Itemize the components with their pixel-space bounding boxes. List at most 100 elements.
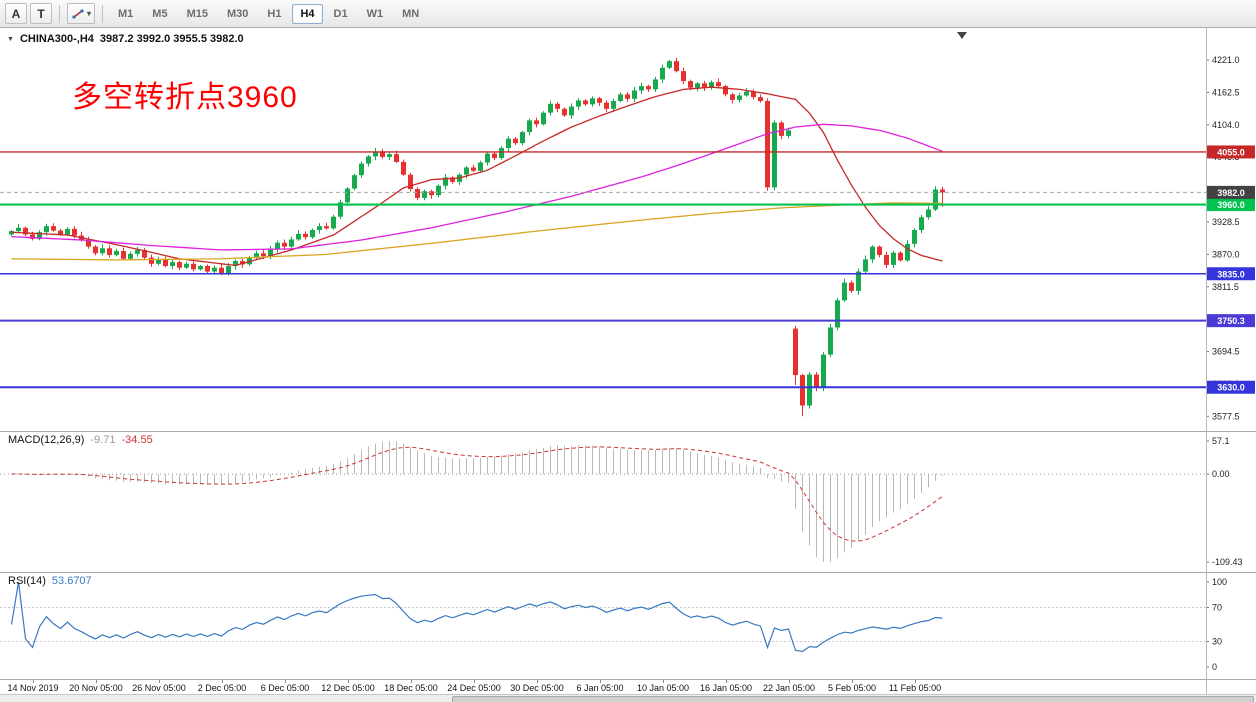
timeframe-button-h1[interactable]: H1 xyxy=(259,4,289,24)
text-tool-button[interactable]: T xyxy=(30,3,52,24)
candle xyxy=(534,117,539,128)
time-label: 6 Jan 05:00 xyxy=(576,683,624,693)
candle xyxy=(513,137,518,145)
macd-pane[interactable]: 57.1 0.00 -109.43 xyxy=(0,431,1256,572)
scrollbar-thumb[interactable] xyxy=(452,696,1254,702)
timeframe-button-m15[interactable]: M15 xyxy=(179,4,216,24)
candle xyxy=(408,172,413,192)
candle xyxy=(16,224,21,234)
timeframe-button-m30[interactable]: M30 xyxy=(219,4,256,24)
candle xyxy=(877,245,882,258)
one-click-trading-arrow[interactable]: ▼ xyxy=(7,35,14,43)
svg-text:4104.0: 4104.0 xyxy=(1212,120,1240,130)
time-tick xyxy=(222,680,223,683)
rsi-line xyxy=(10,581,943,653)
time-label: 2 Dec 05:00 xyxy=(197,683,247,693)
timeframe-button-d1[interactable]: D1 xyxy=(326,4,356,24)
timeframe-button-m5[interactable]: M5 xyxy=(144,4,175,24)
candle xyxy=(730,92,735,104)
candle xyxy=(856,268,861,295)
chart-title: ▼ CHINA300-,H4 3987.2 3992.0 3955.5 3982… xyxy=(7,33,244,45)
svg-text:30: 30 xyxy=(1212,637,1222,647)
candle xyxy=(737,93,742,103)
chart-annotation[interactable]: 多空转折点3960 xyxy=(72,81,298,114)
candle xyxy=(401,159,406,176)
time-axis[interactable]: 14 Nov 2019 20 Nov 05:00 26 Nov 05:00 2 … xyxy=(0,679,1256,694)
time-tick xyxy=(33,680,34,683)
time-tick xyxy=(285,680,286,683)
candle xyxy=(121,247,126,260)
time-label: 16 Jan 05:00 xyxy=(699,683,753,693)
candle xyxy=(184,261,189,270)
time-label: 24 Dec 05:00 xyxy=(447,683,501,693)
price-badge: 3982.0 xyxy=(1207,185,1255,199)
candle xyxy=(324,222,329,230)
rsi-name: RSI(14) xyxy=(8,575,46,587)
timeframe-button-w1[interactable]: W1 xyxy=(359,4,392,24)
time-label: 22 Jan 05:00 xyxy=(762,683,816,693)
svg-text:4221.0: 4221.0 xyxy=(1212,55,1240,65)
time-label: 10 Jan 05:00 xyxy=(636,683,690,693)
svg-text:4055.0: 4055.0 xyxy=(1217,147,1245,157)
rsi-pane[interactable]: 100 70 30 0 xyxy=(0,572,1256,679)
svg-text:57.1: 57.1 xyxy=(1212,436,1230,446)
candle xyxy=(352,173,357,191)
ohlc-values: 3987.2 3992.0 3955.5 3982.0 xyxy=(99,33,244,45)
chart-shift-marker[interactable] xyxy=(957,32,967,39)
candle xyxy=(485,151,490,166)
candle xyxy=(303,231,308,240)
candle xyxy=(373,148,378,161)
timeframe-button-h4[interactable]: H4 xyxy=(292,3,323,24)
candle xyxy=(716,78,721,88)
candle xyxy=(632,86,637,103)
candle xyxy=(618,92,623,103)
candle xyxy=(576,98,581,110)
timeframe-button-mn[interactable]: MN xyxy=(394,4,427,24)
svg-text:3982.0: 3982.0 xyxy=(1217,188,1245,198)
candle xyxy=(821,352,826,392)
macd-signal-value: -34.55 xyxy=(121,434,153,446)
candle xyxy=(569,103,574,119)
candle xyxy=(422,189,427,201)
candle xyxy=(639,82,644,95)
timeframe-button-m1[interactable]: M1 xyxy=(110,4,141,24)
candle xyxy=(702,80,707,91)
main-chart-pane[interactable]: 4221.04162.54104.04045.53987.03928.53870… xyxy=(0,28,1256,431)
time-tick xyxy=(159,680,160,683)
candle xyxy=(863,255,868,274)
candle xyxy=(912,228,917,248)
price-badge: 3960.0 xyxy=(1207,198,1255,212)
candle xyxy=(541,111,546,126)
candle xyxy=(562,107,567,117)
horizontal-scrollbar[interactable] xyxy=(0,694,1256,702)
candle xyxy=(457,173,462,186)
candle xyxy=(450,176,455,184)
candle xyxy=(842,278,847,302)
candle xyxy=(800,373,805,417)
svg-text:-109.43: -109.43 xyxy=(1212,557,1243,567)
time-label: 11 Feb 05:00 xyxy=(888,683,942,693)
candle xyxy=(212,265,217,274)
candle xyxy=(415,187,420,201)
candle xyxy=(51,223,56,232)
time-label: 30 Dec 05:00 xyxy=(510,683,564,693)
draw-tools-button[interactable]: ▾ xyxy=(67,3,96,24)
time-tick xyxy=(474,680,475,683)
pointer-tool-button[interactable]: A xyxy=(5,3,27,24)
candle xyxy=(492,151,497,161)
candle xyxy=(317,223,322,234)
candle xyxy=(443,174,448,190)
candle xyxy=(898,251,903,262)
toolbar-separator xyxy=(59,4,60,23)
symbol-timeframe-label: CHINA300-,H4 xyxy=(19,33,94,45)
candle xyxy=(919,214,924,234)
time-tick xyxy=(600,680,601,683)
ma-line-slow xyxy=(11,202,943,261)
candle xyxy=(653,76,658,92)
toolbar: A T ▾ M1 M5 M15 M30 H1 H4 D1 W1 MN xyxy=(0,0,1256,28)
time-tick xyxy=(789,680,790,683)
svg-text:3577.5: 3577.5 xyxy=(1212,411,1240,421)
svg-text:3870.0: 3870.0 xyxy=(1212,249,1240,259)
candle xyxy=(905,240,910,262)
candle xyxy=(366,154,371,167)
